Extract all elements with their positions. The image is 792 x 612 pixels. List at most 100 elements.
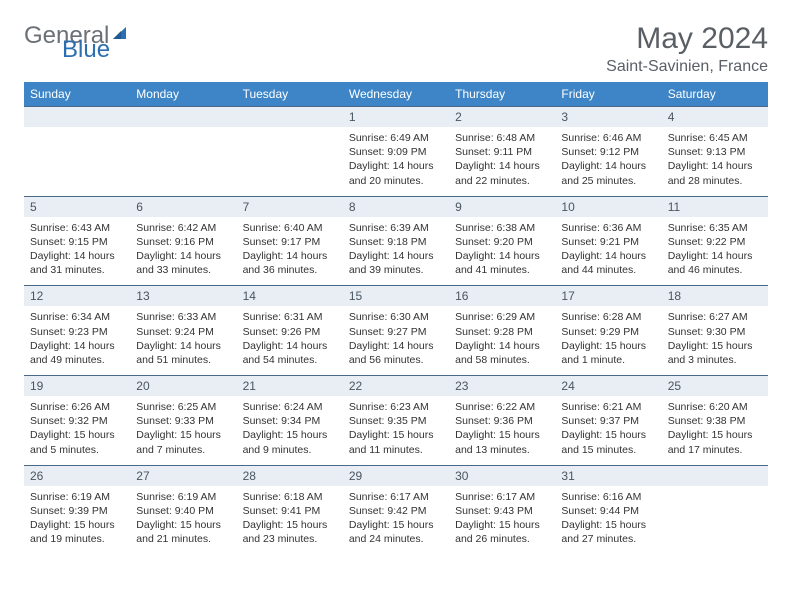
sunrise-text: Sunrise: 6:21 AM: [561, 400, 655, 414]
day-cell: Sunrise: 6:49 AMSunset: 9:09 PMDaylight:…: [343, 127, 449, 196]
day-number: 9: [449, 196, 555, 217]
day-number: 7: [237, 196, 343, 217]
daylight-text-2: and 20 minutes.: [349, 174, 443, 188]
week-info-row: Sunrise: 6:49 AMSunset: 9:09 PMDaylight:…: [24, 127, 768, 196]
daylight-text-2: and 3 minutes.: [668, 353, 762, 367]
daylight-text-1: Daylight: 15 hours: [243, 428, 337, 442]
day-number: 21: [237, 376, 343, 397]
logo-text-blue: Blue: [62, 36, 110, 63]
day-cell: Sunrise: 6:20 AMSunset: 9:38 PMDaylight:…: [662, 396, 768, 465]
sunset-text: Sunset: 9:40 PM: [136, 504, 230, 518]
daylight-text-2: and 21 minutes.: [136, 532, 230, 546]
sunrise-text: Sunrise: 6:27 AM: [668, 310, 762, 324]
sunrise-text: Sunrise: 6:26 AM: [30, 400, 124, 414]
day-number: 20: [130, 376, 236, 397]
daylight-text-1: Daylight: 15 hours: [349, 518, 443, 532]
day-header: Sunday: [24, 82, 130, 107]
day-number: 2: [449, 107, 555, 128]
day-cell: Sunrise: 6:28 AMSunset: 9:29 PMDaylight:…: [555, 306, 661, 375]
day-number: 17: [555, 286, 661, 307]
day-cell: Sunrise: 6:16 AMSunset: 9:44 PMDaylight:…: [555, 486, 661, 555]
sunset-text: Sunset: 9:18 PM: [349, 235, 443, 249]
sunrise-text: Sunrise: 6:18 AM: [243, 490, 337, 504]
day-number: 5: [24, 196, 130, 217]
sunset-text: Sunset: 9:44 PM: [561, 504, 655, 518]
day-cell: Sunrise: 6:19 AMSunset: 9:40 PMDaylight:…: [130, 486, 236, 555]
week-info-row: Sunrise: 6:19 AMSunset: 9:39 PMDaylight:…: [24, 486, 768, 555]
sunrise-text: Sunrise: 6:39 AM: [349, 221, 443, 235]
week-number-row: 19202122232425: [24, 376, 768, 397]
daylight-text-2: and 58 minutes.: [455, 353, 549, 367]
sunset-text: Sunset: 9:37 PM: [561, 414, 655, 428]
daylight-text-2: and 23 minutes.: [243, 532, 337, 546]
sunset-text: Sunset: 9:36 PM: [455, 414, 549, 428]
daylight-text-1: Daylight: 14 hours: [455, 159, 549, 173]
sunrise-text: Sunrise: 6:22 AM: [455, 400, 549, 414]
day-number: 8: [343, 196, 449, 217]
day-cell: Sunrise: 6:35 AMSunset: 9:22 PMDaylight:…: [662, 217, 768, 286]
day-cell: Sunrise: 6:31 AMSunset: 9:26 PMDaylight:…: [237, 306, 343, 375]
day-number: 15: [343, 286, 449, 307]
day-number: [130, 107, 236, 128]
daylight-text-1: Daylight: 15 hours: [455, 518, 549, 532]
daylight-text-2: and 13 minutes.: [455, 443, 549, 457]
sunrise-text: Sunrise: 6:38 AM: [455, 221, 549, 235]
sunset-text: Sunset: 9:29 PM: [561, 325, 655, 339]
sunset-text: Sunset: 9:23 PM: [30, 325, 124, 339]
daylight-text-1: Daylight: 14 hours: [668, 249, 762, 263]
day-number: 1: [343, 107, 449, 128]
sunset-text: Sunset: 9:26 PM: [243, 325, 337, 339]
daylight-text-1: Daylight: 14 hours: [349, 159, 443, 173]
sunrise-text: Sunrise: 6:23 AM: [349, 400, 443, 414]
daylight-text-1: Daylight: 15 hours: [349, 428, 443, 442]
daylight-text-1: Daylight: 14 hours: [455, 339, 549, 353]
daylight-text-1: Daylight: 15 hours: [561, 518, 655, 532]
day-cell: Sunrise: 6:40 AMSunset: 9:17 PMDaylight:…: [237, 217, 343, 286]
day-number: 23: [449, 376, 555, 397]
day-cell: Sunrise: 6:48 AMSunset: 9:11 PMDaylight:…: [449, 127, 555, 196]
week-info-row: Sunrise: 6:43 AMSunset: 9:15 PMDaylight:…: [24, 217, 768, 286]
sunset-text: Sunset: 9:09 PM: [349, 145, 443, 159]
day-cell: Sunrise: 6:25 AMSunset: 9:33 PMDaylight:…: [130, 396, 236, 465]
day-number: 28: [237, 465, 343, 486]
day-cell: Sunrise: 6:34 AMSunset: 9:23 PMDaylight:…: [24, 306, 130, 375]
day-cell: [24, 127, 130, 196]
day-header: Monday: [130, 82, 236, 107]
day-number: 29: [343, 465, 449, 486]
daylight-text-1: Daylight: 15 hours: [136, 518, 230, 532]
daylight-text-2: and 17 minutes.: [668, 443, 762, 457]
sunrise-text: Sunrise: 6:16 AM: [561, 490, 655, 504]
sunset-text: Sunset: 9:21 PM: [561, 235, 655, 249]
sunrise-text: Sunrise: 6:30 AM: [349, 310, 443, 324]
daylight-text-2: and 19 minutes.: [30, 532, 124, 546]
calendar-table: SundayMondayTuesdayWednesdayThursdayFrid…: [24, 82, 768, 554]
day-number: 3: [555, 107, 661, 128]
daylight-text-2: and 33 minutes.: [136, 263, 230, 277]
sunset-text: Sunset: 9:16 PM: [136, 235, 230, 249]
daylight-text-1: Daylight: 15 hours: [668, 428, 762, 442]
daylight-text-1: Daylight: 14 hours: [243, 339, 337, 353]
daylight-text-2: and 28 minutes.: [668, 174, 762, 188]
day-number: 11: [662, 196, 768, 217]
week-info-row: Sunrise: 6:26 AMSunset: 9:32 PMDaylight:…: [24, 396, 768, 465]
sunset-text: Sunset: 9:27 PM: [349, 325, 443, 339]
sunset-text: Sunset: 9:24 PM: [136, 325, 230, 339]
daylight-text-1: Daylight: 15 hours: [668, 339, 762, 353]
day-cell: Sunrise: 6:30 AMSunset: 9:27 PMDaylight:…: [343, 306, 449, 375]
day-number: [24, 107, 130, 128]
daylight-text-2: and 44 minutes.: [561, 263, 655, 277]
sunset-text: Sunset: 9:43 PM: [455, 504, 549, 518]
daylight-text-1: Daylight: 15 hours: [561, 339, 655, 353]
day-cell: Sunrise: 6:21 AMSunset: 9:37 PMDaylight:…: [555, 396, 661, 465]
day-number: 31: [555, 465, 661, 486]
sunset-text: Sunset: 9:12 PM: [561, 145, 655, 159]
day-number: 25: [662, 376, 768, 397]
page-header: General May 2024 Saint-Savinien, France: [24, 22, 768, 76]
day-number: 12: [24, 286, 130, 307]
sunset-text: Sunset: 9:34 PM: [243, 414, 337, 428]
daylight-text-2: and 9 minutes.: [243, 443, 337, 457]
sunrise-text: Sunrise: 6:33 AM: [136, 310, 230, 324]
day-number: 4: [662, 107, 768, 128]
week-info-row: Sunrise: 6:34 AMSunset: 9:23 PMDaylight:…: [24, 306, 768, 375]
day-number: 19: [24, 376, 130, 397]
